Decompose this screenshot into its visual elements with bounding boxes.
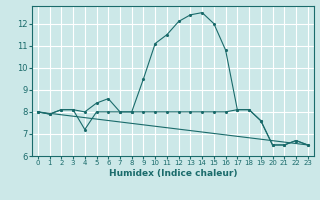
X-axis label: Humidex (Indice chaleur): Humidex (Indice chaleur) (108, 169, 237, 178)
